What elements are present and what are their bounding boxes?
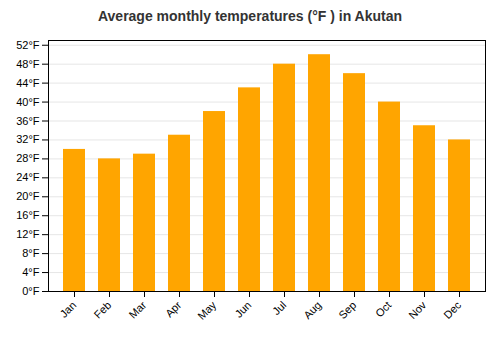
svg-text:12°F: 12°F (16, 228, 40, 240)
svg-text:Sep: Sep (336, 299, 358, 321)
svg-text:16°F: 16°F (16, 209, 40, 221)
svg-text:Nov: Nov (406, 298, 429, 321)
svg-text:Jun: Jun (232, 299, 253, 320)
svg-text:48°F: 48°F (16, 58, 40, 70)
svg-text:May: May (195, 298, 219, 322)
svg-text:28°F: 28°F (16, 152, 40, 164)
svg-text:Dec: Dec (441, 298, 464, 321)
svg-text:Mar: Mar (127, 299, 149, 321)
svg-text:Oct: Oct (373, 299, 394, 320)
svg-text:0°F: 0°F (22, 285, 40, 297)
svg-text:8°F: 8°F (22, 247, 40, 259)
svg-text:Apr: Apr (163, 299, 184, 320)
svg-text:Feb: Feb (92, 299, 114, 321)
html-text:Average monthly temperatures (: Average monthly temperatures (°F ) in Ak… (98, 8, 402, 24)
svg-text:52°F: 52°F (16, 39, 40, 51)
svg-text:4°F: 4°F (22, 266, 40, 278)
svg-text:24°F: 24°F (16, 171, 40, 183)
svg-text:32°F: 32°F (16, 133, 40, 145)
svg-text:Aug: Aug (301, 299, 323, 321)
svg-text:Jan: Jan (57, 299, 78, 320)
svg-text:Jul: Jul (270, 299, 288, 317)
svg-text:40°F: 40°F (16, 96, 40, 108)
svg-text:20°F: 20°F (16, 190, 40, 202)
svg-text:44°F: 44°F (16, 77, 40, 89)
svg-text:36°F: 36°F (16, 115, 40, 127)
